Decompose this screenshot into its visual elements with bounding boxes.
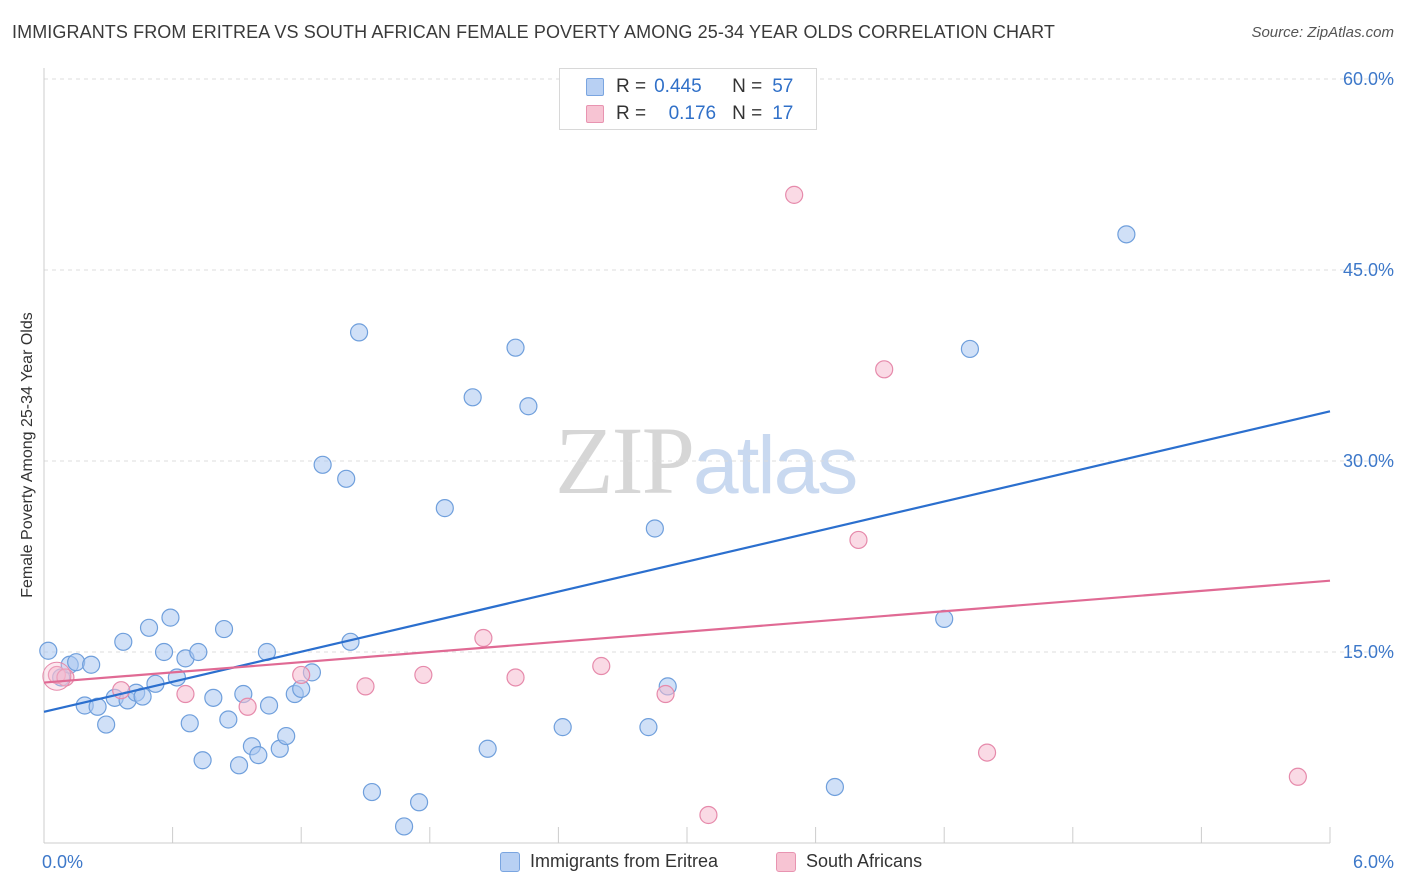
south-african-point bbox=[785, 185, 804, 204]
eritrea-point bbox=[553, 718, 572, 737]
eritrea-point bbox=[259, 696, 279, 715]
n-value: 57 bbox=[772, 76, 794, 97]
y-tick-label: 30.0% bbox=[1342, 451, 1394, 471]
legend-swatch-south-africans bbox=[586, 105, 604, 123]
south-african-point bbox=[356, 677, 375, 696]
south-african-point bbox=[977, 743, 997, 762]
eritrea-point bbox=[645, 519, 664, 538]
eritrea-point bbox=[313, 455, 332, 474]
eritrea-point bbox=[337, 469, 356, 488]
x-tick-label-min: 0.0% bbox=[42, 852, 84, 872]
eritrea-point bbox=[139, 618, 159, 637]
south-african-point bbox=[506, 668, 525, 687]
south-african-point bbox=[238, 697, 257, 716]
eritrea-point bbox=[935, 609, 954, 628]
eritrea-point bbox=[193, 751, 212, 770]
legend-item-eritrea: Immigrants from Eritrea bbox=[500, 851, 718, 872]
legend-label-eritrea: Immigrants from Eritrea bbox=[530, 851, 719, 871]
x-tick-label-max: 6.0% bbox=[1352, 852, 1394, 872]
eritrea-point bbox=[435, 499, 454, 518]
eritrea-trend-line bbox=[43, 410, 1331, 713]
south-african-point bbox=[474, 628, 493, 648]
eritrea-point bbox=[409, 793, 429, 812]
y-tick-label: 45.0% bbox=[1342, 260, 1394, 280]
eritrea-point bbox=[463, 388, 482, 407]
eritrea-point bbox=[67, 653, 86, 672]
eritrea-point bbox=[506, 338, 525, 357]
south-african-point bbox=[656, 684, 675, 704]
south-african-point bbox=[849, 530, 868, 550]
eritrea-point bbox=[394, 817, 414, 836]
eritrea-point bbox=[114, 632, 133, 651]
eritrea-point bbox=[277, 726, 296, 746]
eritrea-point bbox=[249, 746, 268, 765]
legend-swatch-eritrea bbox=[586, 78, 604, 96]
eritrea-point bbox=[97, 715, 116, 734]
south-african-point bbox=[592, 656, 611, 676]
legend-label-south-africans: South Africans bbox=[806, 851, 923, 871]
eritrea-point bbox=[204, 688, 223, 707]
watermark: ZIPatlas bbox=[555, 405, 858, 516]
south-african-point bbox=[176, 684, 195, 704]
south-african-point bbox=[292, 665, 311, 685]
source-credit: Source: ZipAtlas.com bbox=[1251, 24, 1394, 41]
eritrea-point bbox=[639, 718, 658, 737]
eritrea-point bbox=[362, 782, 382, 802]
eritrea-point bbox=[82, 655, 101, 674]
chart-title: IMMIGRANTS FROM ERITREA VS SOUTH AFRICAN… bbox=[12, 22, 1056, 42]
eritrea-point bbox=[154, 642, 174, 662]
south-african-point bbox=[875, 360, 894, 379]
r-label: R = bbox=[616, 103, 647, 124]
eritrea-point bbox=[189, 642, 208, 662]
south-african-point bbox=[42, 661, 72, 691]
y-tick-label: 60.0% bbox=[1342, 69, 1394, 89]
r-label: R = bbox=[616, 76, 647, 97]
r-value: 0.176 bbox=[668, 103, 717, 124]
y-tick-label: 15.0% bbox=[1342, 642, 1394, 662]
eritrea-point bbox=[180, 714, 199, 733]
eritrea-point bbox=[219, 710, 238, 729]
south-african-point bbox=[414, 665, 433, 685]
eritrea-point bbox=[161, 608, 180, 627]
stats-legend-row-eritrea: R = 0.445 N = 57 bbox=[586, 75, 793, 99]
eritrea-point bbox=[229, 756, 249, 775]
eritrea-point bbox=[214, 619, 234, 639]
r-value: 0.445 bbox=[654, 76, 702, 97]
eritrea-point bbox=[349, 323, 369, 342]
south-african-trend-line bbox=[43, 579, 1331, 684]
eritrea-point bbox=[478, 739, 497, 758]
watermark-atlas: atlas bbox=[693, 420, 858, 511]
legend-swatch-eritrea bbox=[500, 851, 520, 872]
n-label: N = bbox=[732, 76, 763, 97]
legend-swatch-south-africans bbox=[776, 851, 796, 872]
stats-legend: R = 0.445 N = 57 R = 0.176 N = 17 bbox=[559, 68, 817, 130]
eritrea-point bbox=[39, 641, 58, 660]
eritrea-point bbox=[1117, 225, 1136, 244]
south-african-point bbox=[1288, 767, 1307, 786]
eritrea-point bbox=[825, 777, 844, 797]
south-african-point bbox=[699, 805, 718, 825]
legend-item-south-africans: South Africans bbox=[776, 851, 922, 872]
eritrea-point bbox=[960, 339, 980, 359]
stats-legend-row-south-africans: R = 0.176 N = 17 bbox=[586, 102, 793, 126]
n-value: 17 bbox=[772, 103, 794, 124]
n-label: N = bbox=[732, 103, 763, 124]
eritrea-point bbox=[519, 397, 538, 416]
